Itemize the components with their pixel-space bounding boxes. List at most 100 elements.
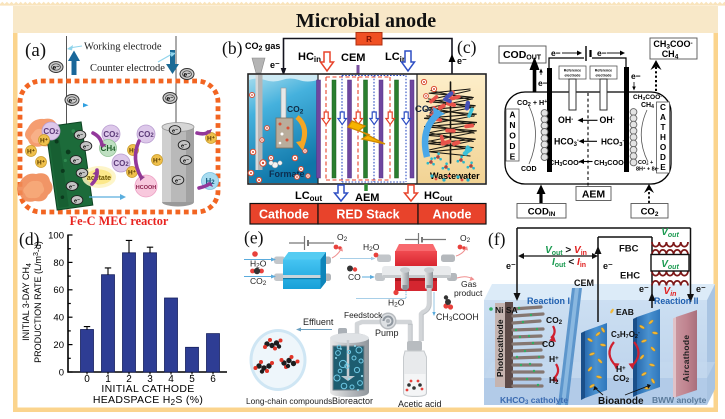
- svg-text:CO2: CO2: [287, 104, 304, 116]
- svg-text:5: 5: [189, 374, 195, 385]
- svg-text:O: O: [509, 131, 516, 141]
- svg-text:8H+ + 8e-: 8H+ + 8e-: [636, 166, 660, 173]
- svg-text:A: A: [660, 113, 666, 122]
- svg-text:CO2 + H+: CO2 + H+: [517, 98, 547, 108]
- svg-text:e⁻: e⁻: [603, 261, 613, 271]
- svg-text:(b): (b): [222, 38, 243, 58]
- svg-text:CH4: CH4: [101, 144, 117, 153]
- svg-text:(c): (c): [457, 37, 477, 57]
- svg-text:e⁻: e⁻: [696, 284, 706, 294]
- svg-text:Anode: Anode: [433, 208, 472, 222]
- svg-text:Acetic acid: Acetic acid: [398, 399, 442, 409]
- svg-text:4: 4: [168, 374, 174, 385]
- svg-text:CH4: CH4: [641, 102, 654, 110]
- svg-text:e⁻: e⁻: [457, 56, 467, 66]
- svg-text:Pump: Pump: [375, 328, 399, 338]
- svg-text:O: O: [660, 143, 667, 152]
- svg-text:e⁻: e⁻: [77, 133, 83, 139]
- svg-text:e⁻: e⁻: [175, 178, 181, 184]
- svg-text:1: 1: [105, 374, 111, 385]
- svg-text:CO: CO: [348, 272, 361, 282]
- svg-text:Reaction II: Reaction II: [654, 296, 698, 306]
- svg-text:Microbial anode: Microbial anode: [296, 10, 436, 32]
- svg-text:Bioreactor: Bioreactor: [332, 396, 373, 406]
- svg-text:100: 100: [48, 230, 64, 241]
- svg-text:A: A: [509, 110, 515, 120]
- svg-text:e⁻: e⁻: [172, 128, 178, 134]
- svg-text:e⁻: e⁻: [69, 184, 75, 190]
- svg-text:Working electrode: Working electrode: [84, 42, 162, 53]
- svg-text:CO2: CO2: [103, 130, 119, 139]
- svg-text:3: 3: [147, 374, 153, 385]
- svg-text:e−: e−: [631, 71, 641, 81]
- svg-text:HCO3-: HCO3-: [601, 138, 624, 149]
- svg-text:e⁻: e⁻: [183, 72, 191, 79]
- svg-text:CO2: CO2: [250, 276, 267, 287]
- svg-text:Reference: Reference: [564, 69, 581, 73]
- svg-text:O2: O2: [460, 233, 471, 244]
- svg-text:EAB: EAB: [616, 307, 634, 317]
- svg-text:Reference: Reference: [595, 69, 612, 73]
- svg-text:Iout < Iin: Iout < Iin: [552, 257, 586, 269]
- svg-text:Cathode: Cathode: [259, 208, 309, 222]
- svg-text:PRODUCTION RATE (L/m3-d): PRODUCTION RATE (L/m3-d): [33, 241, 43, 363]
- svg-text:e⁻: e⁻: [270, 60, 280, 70]
- svg-text:2: 2: [126, 374, 132, 385]
- svg-text:0: 0: [84, 374, 90, 385]
- svg-text:H⁺: H⁺: [207, 136, 216, 143]
- svg-text:CH3COO-: CH3COO-: [594, 158, 626, 168]
- svg-text:H+: H+: [616, 364, 626, 374]
- svg-text:C: C: [660, 103, 666, 112]
- svg-text:H⁺: H⁺: [129, 148, 138, 155]
- svg-text:H+: H+: [549, 354, 559, 364]
- svg-text:AEM: AEM: [355, 192, 379, 204]
- svg-text:D: D: [509, 141, 515, 151]
- svg-text:Long-chain compounds: Long-chain compounds: [246, 396, 332, 406]
- svg-text:CO2: CO2: [43, 127, 59, 136]
- svg-text:E: E: [660, 163, 666, 172]
- svg-text:(d): (d): [19, 229, 40, 249]
- svg-text:H: H: [660, 133, 666, 142]
- svg-text:Gas: Gas: [461, 279, 477, 289]
- svg-text:e−: e−: [538, 78, 548, 88]
- svg-text:60: 60: [53, 285, 64, 296]
- svg-text:HCout: HCout: [424, 190, 453, 203]
- svg-text:CO2: CO2: [641, 207, 659, 219]
- svg-text:0: 0: [59, 367, 64, 378]
- svg-text:R: R: [366, 35, 372, 44]
- svg-text:EHC: EHC: [620, 271, 640, 282]
- svg-text:e⁻: e⁻: [506, 261, 516, 271]
- svg-text:CO: CO: [542, 339, 555, 349]
- svg-text:H⁺: H⁺: [128, 170, 137, 177]
- svg-text:HCOOH: HCOOH: [136, 185, 157, 191]
- svg-text:e⁻: e⁻: [52, 65, 60, 72]
- svg-text:RED Stack: RED Stack: [336, 208, 399, 222]
- svg-text:CO2: CO2: [113, 159, 129, 168]
- svg-text:LCout: LCout: [295, 190, 322, 203]
- svg-text:e−: e−: [551, 48, 561, 58]
- svg-text:D: D: [660, 153, 666, 162]
- svg-text:80: 80: [53, 258, 64, 269]
- svg-text:e⁻: e⁻: [83, 144, 89, 150]
- svg-text:H2: H2: [205, 177, 215, 186]
- svg-text:Counter electrode: Counter electrode: [90, 63, 165, 74]
- svg-text:H2O: H2O: [250, 259, 267, 270]
- svg-text:acetate: acetate: [87, 175, 111, 182]
- svg-text:CH3COO-: CH3COO-: [653, 39, 692, 51]
- svg-text:Feedstock: Feedstock: [344, 310, 383, 320]
- svg-text:CH3COOH: CH3COOH: [436, 312, 479, 323]
- svg-text:HCO3-: HCO3-: [554, 137, 579, 149]
- svg-text:H2O: H2O: [363, 242, 380, 253]
- svg-text:H2: H2: [549, 375, 559, 386]
- svg-text:CODIN: CODIN: [528, 207, 556, 219]
- svg-text:CEM: CEM: [574, 278, 594, 288]
- svg-text:H2O: H2O: [388, 298, 405, 309]
- svg-text:Photocathode: Photocathode: [495, 319, 505, 377]
- svg-text:BWW anolyte: BWW anolyte: [652, 395, 707, 405]
- svg-text:Reaction I: Reaction I: [527, 296, 570, 306]
- svg-text:INITIAL 3-DAY CH4: INITIAL 3-DAY CH4: [21, 263, 33, 341]
- svg-text:HCin: HCin: [298, 51, 321, 64]
- svg-text:O2: O2: [337, 232, 348, 243]
- svg-text:e⁻: e⁻: [181, 143, 187, 149]
- svg-text:e⁻: e⁻: [639, 284, 649, 294]
